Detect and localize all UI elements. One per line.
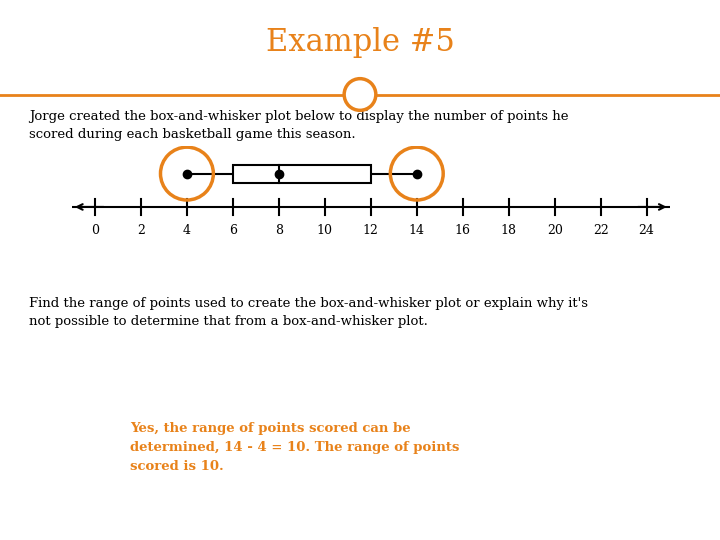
Text: 12: 12 (363, 224, 379, 237)
Text: 10: 10 (317, 224, 333, 237)
Text: 8: 8 (275, 224, 283, 237)
Text: 4: 4 (183, 224, 191, 237)
Text: 24: 24 (639, 224, 654, 237)
Text: 22: 22 (593, 224, 608, 237)
Text: Example #5: Example #5 (266, 27, 454, 58)
Text: 20: 20 (546, 224, 562, 237)
Text: Yes, the range of points scored can be
determined, 14 - 4 = 10. The range of poi: Yes, the range of points scored can be d… (130, 422, 459, 473)
Text: Jorge created the box-and-whisker plot below to display the number of points he
: Jorge created the box-and-whisker plot b… (29, 110, 568, 141)
Text: 16: 16 (455, 224, 471, 237)
Text: 0: 0 (91, 224, 99, 237)
Text: 6: 6 (229, 224, 237, 237)
Bar (233, 165, 371, 183)
Text: 2: 2 (137, 224, 145, 237)
Text: Find the range of points used to create the box-and-whisker plot or explain why : Find the range of points used to create … (29, 297, 588, 328)
Text: 14: 14 (409, 224, 425, 237)
Text: 18: 18 (500, 224, 517, 237)
